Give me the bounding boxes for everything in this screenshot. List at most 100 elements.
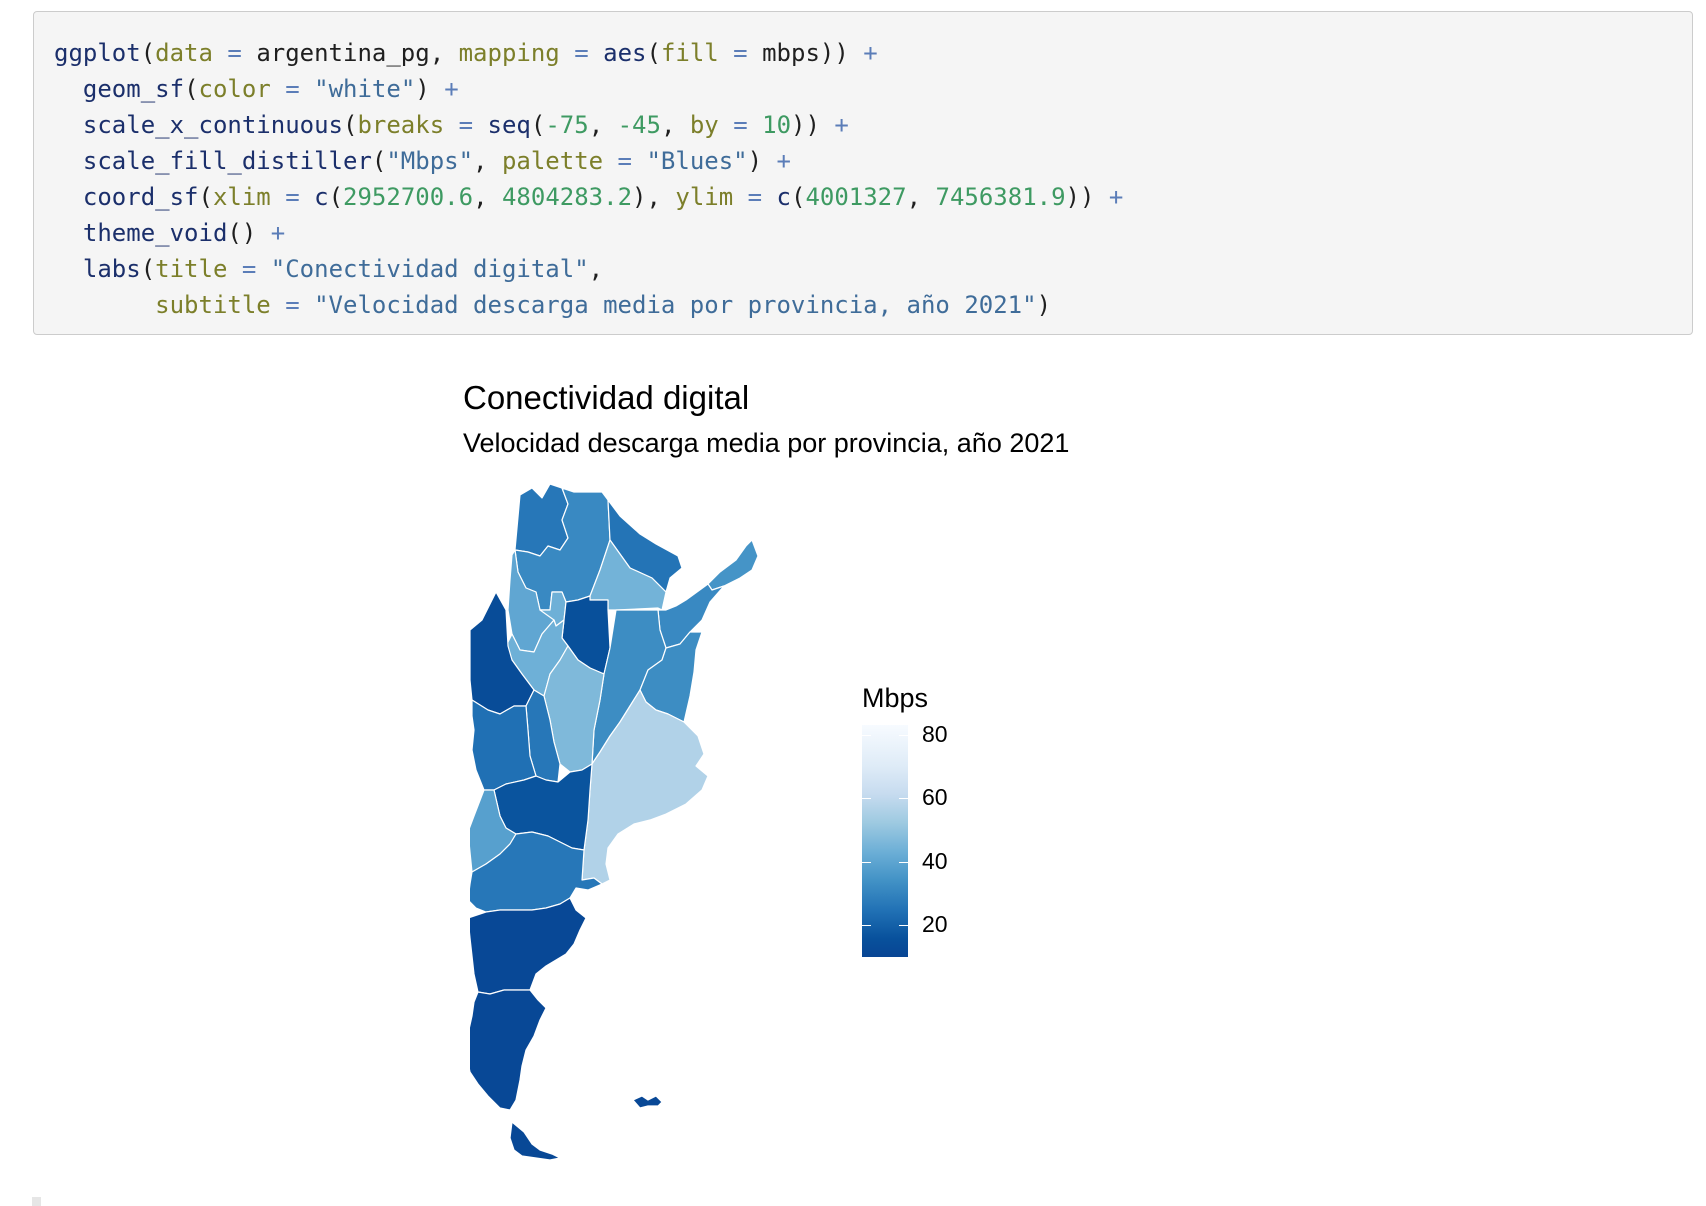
code-token: 10	[762, 111, 792, 139]
legend-title: Mbps	[862, 683, 929, 713]
code-token: =	[718, 111, 763, 139]
code-token: labs	[82, 255, 141, 283]
code-token: (	[184, 75, 199, 103]
code-token	[54, 183, 83, 211]
code-token: ()	[227, 219, 271, 247]
code-token: =	[270, 291, 315, 319]
code-token: )	[747, 147, 777, 175]
code-token: ))	[1065, 183, 1109, 211]
code-token: )	[415, 75, 445, 103]
code-token: =	[270, 183, 315, 211]
code-token: subtitle	[155, 291, 271, 319]
code-token: =	[227, 255, 271, 283]
code-token: ggplot	[54, 39, 141, 67]
code-token: 4001327	[805, 183, 907, 211]
code-token: mbps	[762, 39, 820, 67]
code-token: +	[270, 219, 286, 247]
code-token: scale_x_continuous	[82, 111, 343, 139]
province-jujuy	[514, 483, 569, 557]
code-token: ,	[473, 183, 502, 211]
legend-tick	[862, 798, 908, 800]
code-line: coord_sf(xlim = c(2952700.6, 4804283.2),…	[54, 179, 1672, 215]
legend-tick	[862, 734, 908, 736]
province-misiones	[707, 539, 759, 591]
code-token: =	[212, 39, 257, 67]
code-token: +	[444, 75, 459, 103]
code-token: palette	[501, 147, 604, 175]
code-line: subtitle = "Velocidad descarga media por…	[54, 287, 1672, 323]
code-token: ,	[588, 255, 604, 283]
code-token: "Velocidad descarga media por provincia,…	[314, 291, 1037, 319]
code-token: geom_sf	[82, 75, 185, 103]
plot-subtitle: Velocidad descarga media por provincia, …	[463, 428, 1070, 458]
legend-tick	[862, 925, 908, 927]
legend-tick-label: 40	[922, 847, 948, 874]
code-token: argentina_pg	[256, 39, 430, 67]
code-token: xlim	[212, 183, 271, 211]
code-token: ,	[429, 39, 459, 67]
code-line: theme_void() +	[54, 215, 1672, 251]
code-token: "white"	[314, 75, 416, 103]
code-token	[54, 75, 83, 103]
argentina-map	[470, 483, 759, 1160]
code-line: ggplot(data = argentina_pg, mapping = ae…	[54, 35, 1672, 71]
code-token: =	[270, 75, 315, 103]
code-token	[54, 291, 155, 319]
code-token: +	[1108, 183, 1124, 211]
code-token: +	[834, 111, 849, 139]
scroll-corner	[32, 1197, 41, 1206]
code-token: (	[371, 147, 387, 175]
code-token: ,	[473, 147, 502, 175]
code-token: "Blues"	[646, 147, 748, 175]
code-token: breaks	[357, 111, 445, 139]
province-santa-cruz	[470, 989, 547, 1111]
code-token: 2952700.6	[343, 183, 474, 211]
code-line: geom_sf(color = "white") +	[54, 71, 1672, 107]
code-token: -75	[545, 111, 589, 139]
code-token	[54, 147, 83, 175]
code-token: ,	[588, 111, 618, 139]
code-token	[54, 111, 83, 139]
code-token: by	[689, 111, 719, 139]
legend-tick-label: 80	[922, 720, 948, 747]
legend-tick	[862, 861, 908, 863]
code-token: seq	[487, 111, 531, 139]
province-malvinas	[632, 1095, 663, 1109]
code-token: (	[530, 111, 546, 139]
code-token: =	[733, 183, 777, 211]
code-token: ,	[660, 111, 690, 139]
code-token: coord_sf	[82, 183, 199, 211]
code-token: +	[863, 39, 878, 67]
plot-title: Conectividad digital	[463, 379, 750, 416]
code-token: =	[718, 39, 763, 67]
code-token: ))	[791, 111, 835, 139]
code-block: ggplot(data = argentina_pg, mapping = ae…	[33, 11, 1693, 335]
code-token: =	[603, 147, 647, 175]
legend-colorbar	[862, 725, 908, 957]
code-token: +	[776, 147, 791, 175]
code-line: scale_x_continuous(breaks = seq(-75, -45…	[54, 107, 1672, 143]
code-token: 7456381.9	[935, 183, 1066, 211]
code-token: (	[140, 39, 156, 67]
legend-tick-label: 20	[922, 911, 948, 938]
code-token: theme_void	[82, 219, 228, 247]
code-token	[54, 219, 83, 247]
code-token: ylim	[675, 183, 734, 211]
code-token: "Mbps"	[386, 147, 474, 175]
plot-output: Conectividad digital Velocidad descarga …	[0, 360, 1706, 1180]
code-token: data	[155, 39, 213, 67]
code-token: (	[140, 255, 156, 283]
code-token: (	[328, 183, 344, 211]
code-token: c	[314, 183, 329, 211]
code-token: ,	[906, 183, 936, 211]
code-line: scale_fill_distiller("Mbps", palette = "…	[54, 143, 1672, 179]
province-mendoza	[471, 699, 537, 791]
code-token	[54, 255, 83, 283]
code-token: scale_fill_distiller	[82, 147, 372, 175]
code-token: mapping	[458, 39, 560, 67]
code-token: (	[198, 183, 213, 211]
code-token: color	[198, 75, 271, 103]
code-token: (	[790, 183, 806, 211]
code-token: -45	[617, 111, 661, 139]
code-token: "Conectividad digital"	[270, 255, 589, 283]
